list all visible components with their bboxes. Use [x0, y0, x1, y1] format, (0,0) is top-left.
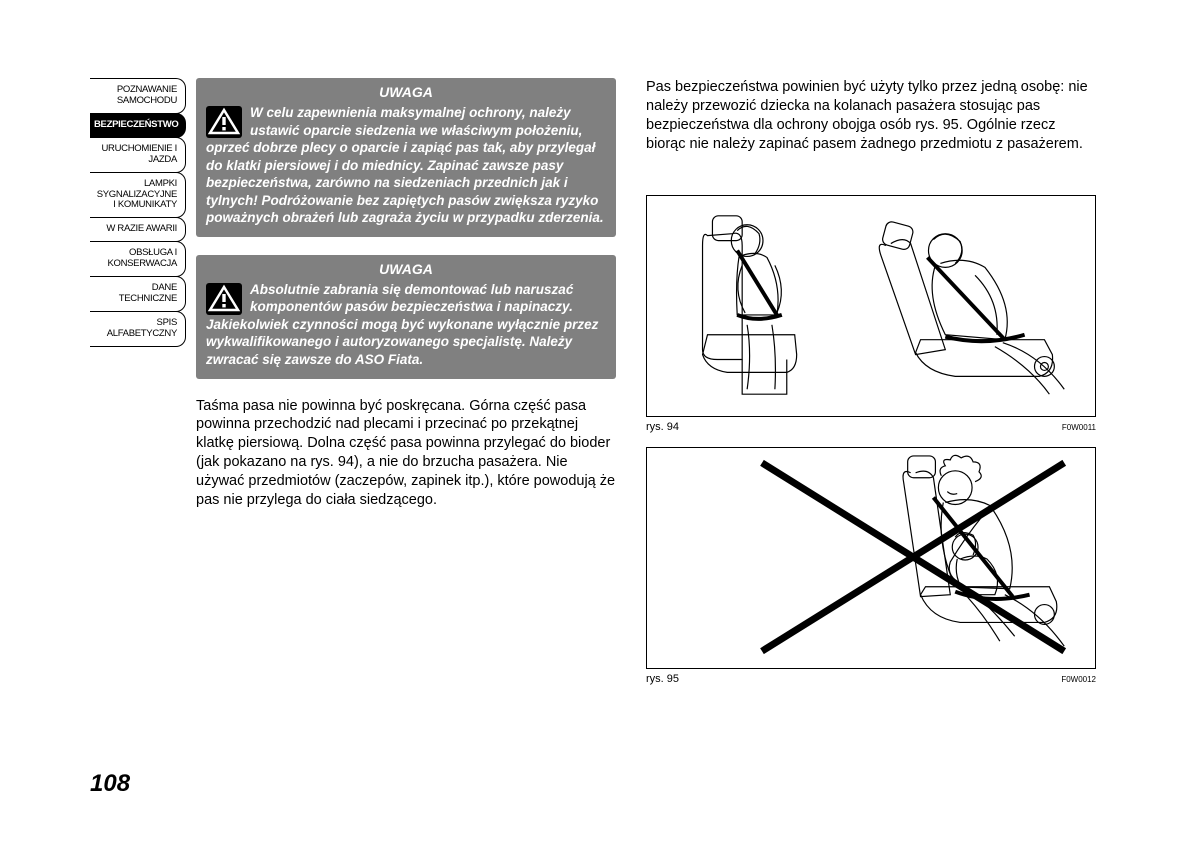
figure-94: [646, 195, 1096, 417]
sidebar-item-uruchomienie[interactable]: URUCHOMIENIE I JAZDA: [90, 137, 186, 173]
figure-caption-label: rys. 95: [646, 673, 679, 685]
warning-body: W celu zapewnienia maksymalnej ochrony, …: [206, 105, 604, 225]
figure-95: [646, 447, 1096, 669]
sidebar-item-awarii[interactable]: W RAZIE AWARII: [90, 217, 186, 242]
sidebar-item-obsluga[interactable]: OBSŁUGA I KONSERWACJA: [90, 241, 186, 277]
warning-box-2: UWAGA Absolutnie zabrania się demontować…: [196, 255, 616, 379]
sidebar-item-spis[interactable]: SPIS ALFABETYCZNY: [90, 311, 186, 347]
figure-94-caption: rys. 94 F0W0011: [646, 421, 1096, 433]
warning-icon: [206, 283, 242, 315]
sidebar: POZNAWANIE SAMOCHODU BEZPIECZEŃSTWO URUC…: [90, 78, 186, 346]
warning-box-1: UWAGA W celu zapewnienia maksymalnej och…: [196, 78, 616, 237]
figure-caption-code: F0W0011: [1062, 421, 1096, 432]
figure-95-caption: rys. 95 F0W0012: [646, 673, 1096, 685]
warning-body: Absolutnie zabrania się demontować lub n…: [206, 282, 598, 367]
warning-title: UWAGA: [206, 84, 606, 100]
sidebar-item-dane[interactable]: DANE TECHNICZNE: [90, 276, 186, 312]
sidebar-item-lampki[interactable]: LAMPKI SYGNALIZACYJNE I KOMUNIKATY: [90, 172, 186, 219]
warning-icon: [206, 106, 242, 138]
figure-caption-code: F0W0012: [1061, 673, 1096, 684]
sidebar-item-poznawanie[interactable]: POZNAWANIE SAMOCHODU: [90, 78, 186, 114]
right-paragraph: Pas bezpieczeństwa powinien być użyty ty…: [646, 78, 1096, 153]
left-paragraph: Taśma pasa nie powinna być poskręcana. G…: [196, 397, 616, 510]
warning-title: UWAGA: [206, 261, 606, 277]
sidebar-item-bezpieczenstwo[interactable]: BEZPIECZEŃSTWO: [90, 113, 186, 138]
page-number: 108: [90, 770, 130, 798]
figure-caption-label: rys. 94: [646, 421, 679, 433]
